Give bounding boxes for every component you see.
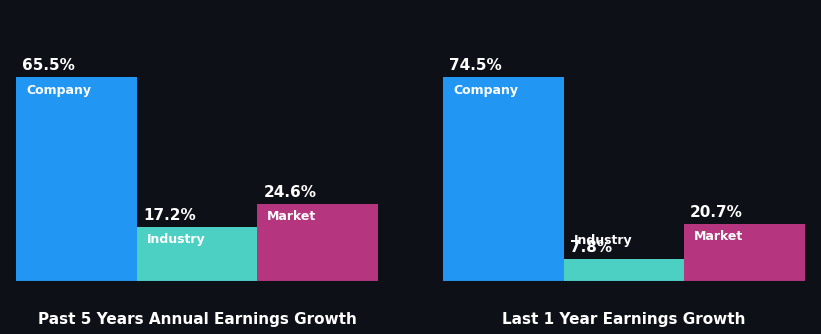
Text: Industry: Industry [146, 233, 205, 246]
Text: Company: Company [26, 84, 91, 97]
Text: 17.2%: 17.2% [143, 208, 195, 223]
Text: Last 1 Year Earnings Growth: Last 1 Year Earnings Growth [502, 312, 745, 327]
Text: 74.5%: 74.5% [449, 58, 502, 73]
Text: 20.7%: 20.7% [690, 205, 743, 220]
Bar [137, 227, 257, 281]
Bar [257, 204, 378, 281]
Text: Company: Company [453, 84, 518, 97]
Bar [564, 259, 684, 281]
Text: 24.6%: 24.6% [264, 185, 316, 200]
Text: Market: Market [694, 230, 743, 243]
Text: 65.5%: 65.5% [22, 58, 76, 73]
Text: 7.8%: 7.8% [570, 240, 612, 255]
Text: Industry: Industry [573, 234, 632, 247]
Bar [443, 77, 564, 281]
Bar [16, 77, 137, 281]
Text: Market: Market [267, 210, 316, 223]
Bar [684, 224, 805, 281]
Text: Past 5 Years Annual Earnings Growth: Past 5 Years Annual Earnings Growth [38, 312, 356, 327]
